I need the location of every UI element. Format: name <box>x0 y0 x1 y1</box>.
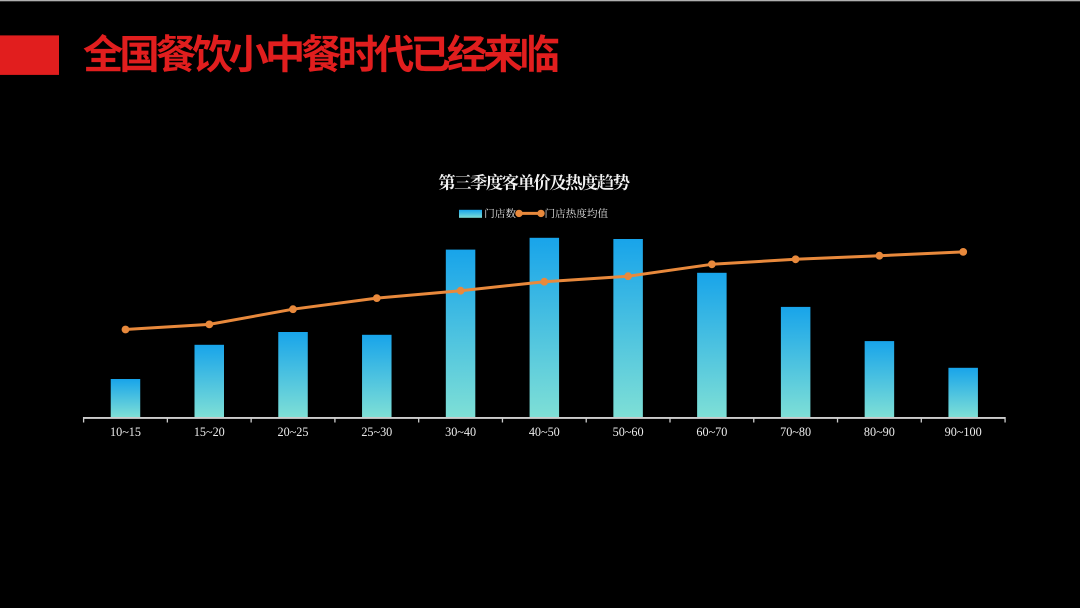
svg-text:10~15: 10~15 <box>110 425 141 439</box>
svg-text:70~80: 70~80 <box>780 425 811 439</box>
svg-text:15~20: 15~20 <box>194 425 225 439</box>
svg-text:90~100: 90~100 <box>945 425 982 439</box>
svg-text:25~30: 25~30 <box>361 425 392 439</box>
svg-text:20~25: 20~25 <box>278 425 309 439</box>
svg-text:50~60: 50~60 <box>613 425 644 439</box>
svg-text:30~40: 30~40 <box>445 425 476 439</box>
svg-text:60~70: 60~70 <box>696 425 727 439</box>
svg-text:80~90: 80~90 <box>864 425 895 439</box>
svg-text:40~50: 40~50 <box>529 425 560 439</box>
